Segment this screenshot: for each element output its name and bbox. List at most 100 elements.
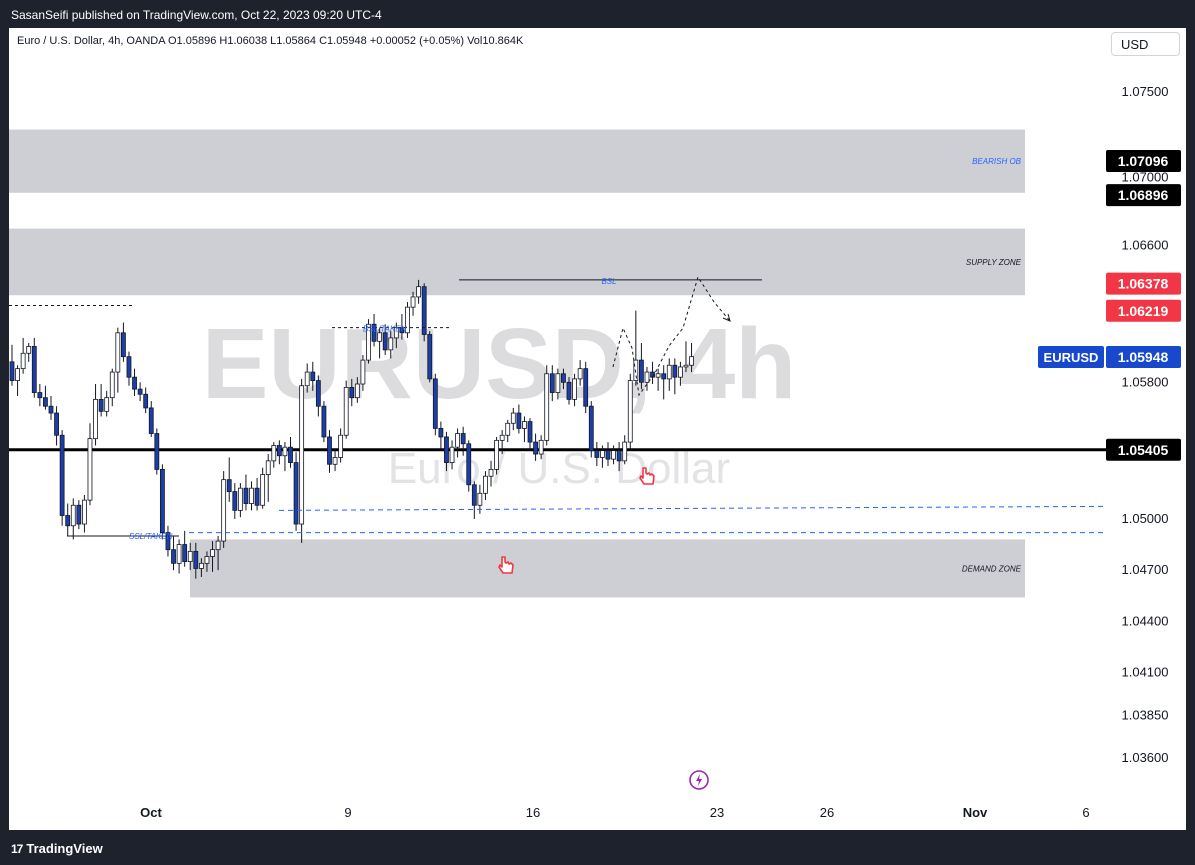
zone-label: BEARISH OB [972, 157, 1022, 166]
price-chart[interactable]: BEARISH OB SUPPLY ZONE DEMAND ZONE EURUSD,… [9, 28, 1186, 830]
candle-body [544, 373, 550, 441]
candle-body [432, 378, 438, 429]
candle-body [644, 371, 650, 383]
candle-body [204, 556, 210, 564]
candle-body [154, 433, 160, 470]
candle-body [48, 405, 54, 414]
candle-body [115, 332, 121, 373]
candle-body [159, 468, 165, 533]
zones-layer: BEARISH OB SUPPLY ZONE DEMAND ZONE [9, 129, 1025, 598]
candle-body [9, 361, 15, 382]
candle-body [683, 364, 689, 368]
candle-body [338, 434, 344, 458]
candle-body [215, 540, 221, 551]
candle-body [349, 387, 355, 399]
candle-body [31, 346, 37, 393]
projection-arrowhead [722, 313, 731, 322]
time-tick: 23 [710, 805, 724, 820]
price-tick: 1.03600 [1122, 750, 1169, 765]
candle-body [588, 405, 594, 452]
candle-body [293, 462, 299, 525]
price-label-box [1106, 149, 1181, 172]
candle-body [605, 450, 611, 460]
candle-body [366, 323, 371, 361]
price-label-value: 1.05948 [1118, 349, 1169, 365]
candle-body [26, 346, 32, 354]
candle-body [137, 388, 143, 395]
price-label-value: 1.06219 [1118, 303, 1169, 319]
price-tick: 1.05800 [1122, 374, 1169, 389]
candle-body [527, 421, 533, 443]
price-labels-layer: 1.07096 1.06896 1.06378 1.06219 1.05948 EURUS… [1038, 149, 1181, 461]
time-tick: Oct [140, 805, 162, 820]
time-axis: Oct 9 16 23 26 Nov 6 [140, 805, 1089, 820]
zone-rect [190, 539, 1025, 598]
candle-body [226, 479, 232, 492]
price-label-value: 1.07096 [1118, 153, 1169, 169]
candle-body [399, 327, 405, 334]
watermark-name: Euro / U.S. Dollar [388, 444, 730, 493]
price-label-box [1106, 299, 1181, 322]
candle-body [572, 378, 577, 400]
candle-body [444, 436, 449, 463]
candle-body [410, 296, 416, 308]
currency-button[interactable]: USD [1111, 32, 1180, 56]
candle-body [43, 397, 48, 407]
candle-body [126, 356, 132, 378]
candles-layer [9, 279, 694, 579]
candle-body [132, 376, 137, 390]
candle-body [371, 323, 377, 342]
candle-body [522, 421, 527, 429]
candle-body [143, 393, 149, 409]
candle-body [327, 436, 332, 465]
candle-body [499, 434, 505, 441]
zone-rect [9, 129, 1025, 193]
watermark-symbol: EURUSD, 4h [202, 308, 797, 420]
candle-body [288, 446, 293, 463]
candle-body [616, 450, 622, 462]
dashed-liquidity-line [278, 505, 1105, 511]
time-tick: 6 [1082, 805, 1089, 820]
price-tick: 1.04400 [1122, 613, 1169, 628]
bsl-taken-label: BSL/TAKEN [363, 325, 407, 334]
candle-body [104, 397, 110, 412]
candle-body [477, 492, 483, 506]
time-tick: Nov [963, 805, 988, 820]
zone-rect [9, 228, 1025, 296]
candle-body [15, 368, 20, 381]
candle-body [561, 373, 566, 383]
candle-body [171, 549, 176, 564]
publisher-text: SasanSeifi published on TradingView.com,… [11, 8, 382, 22]
candle-body [315, 380, 321, 407]
hand-pointer-icon [639, 467, 655, 485]
chart-frame[interactable]: BEARISH OB SUPPLY ZONE DEMAND ZONE EURUSD,… [9, 28, 1186, 830]
candle-body [360, 359, 366, 385]
candle-body [505, 422, 511, 436]
price-label-value: 1.06896 [1118, 187, 1169, 203]
candle-body [182, 544, 188, 563]
candle-body [466, 443, 472, 486]
price-tick: 1.04100 [1122, 665, 1169, 680]
candle-body [672, 364, 678, 378]
projection-path [612, 275, 731, 397]
candle-body [82, 499, 87, 525]
candle-body [354, 383, 360, 399]
candle-body [254, 487, 260, 506]
candle-body [265, 460, 271, 475]
candle-body [54, 412, 59, 436]
lightning-icon[interactable] [689, 770, 709, 790]
candle-body [460, 433, 466, 445]
bsl-label: BSL [601, 277, 616, 286]
candle-body [438, 428, 444, 438]
candle-body [76, 504, 82, 525]
footer: 17 TradingView [0, 830, 1195, 865]
candle-body [282, 446, 288, 457]
price-label-box [1106, 346, 1181, 369]
candle-body [260, 474, 266, 506]
candle-body [483, 475, 488, 494]
tradingview-logo[interactable]: 17 TradingView [11, 841, 103, 856]
candle-body [655, 373, 661, 378]
tv-brand: TradingView [26, 841, 103, 856]
candle-body [471, 484, 477, 506]
price-label-box [1106, 184, 1181, 207]
